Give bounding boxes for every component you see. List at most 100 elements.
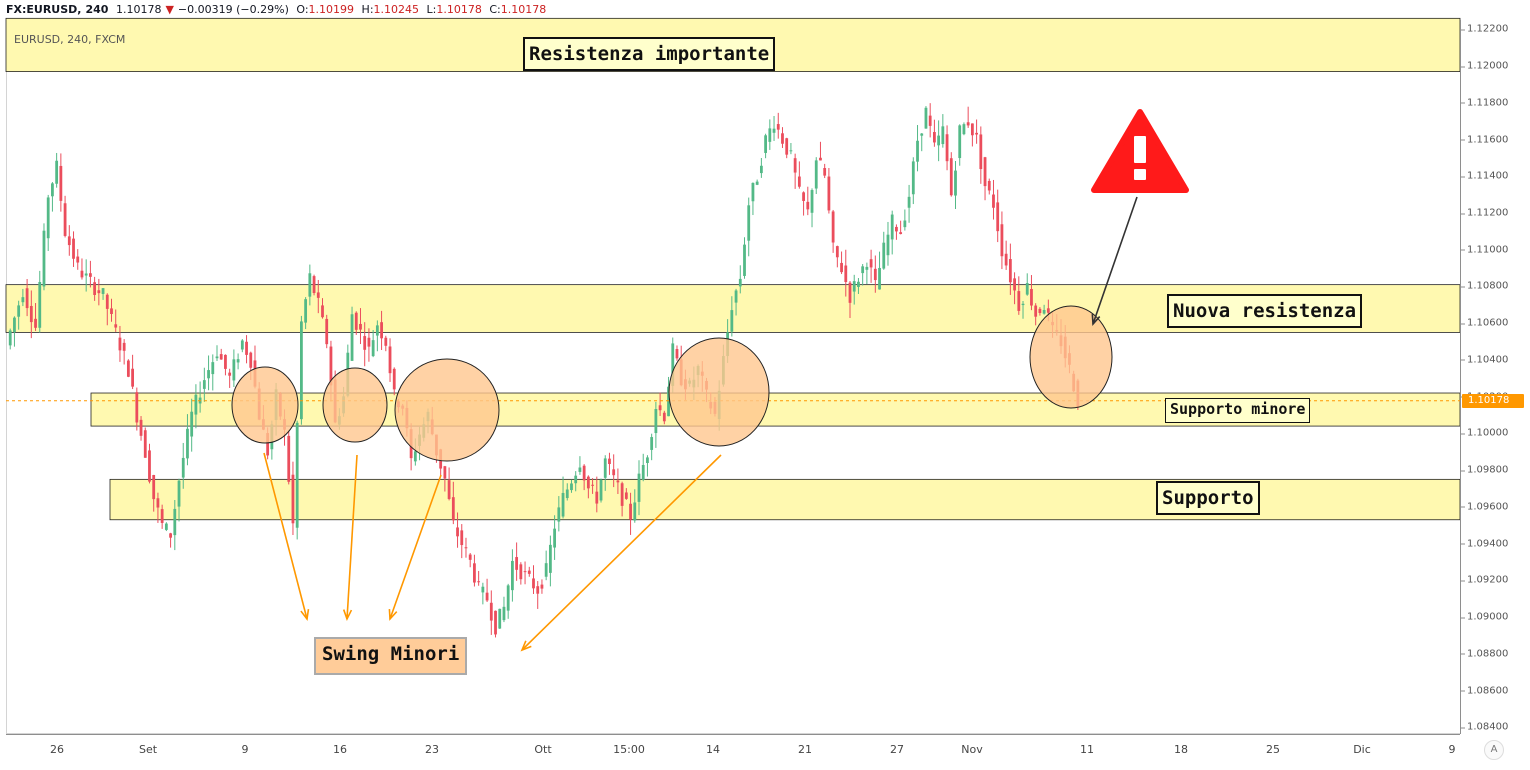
warning-pointer-arrow-head [1091,313,1101,326]
candle-body [160,509,164,523]
resistenza-importante-label: Resistenza importante [523,37,776,71]
candle-body [540,584,544,589]
candle-body [202,380,206,389]
candle-body [734,290,738,303]
time-tick-label: 9 [241,743,249,756]
candle-body [789,150,793,152]
symbol-name[interactable]: FX:EURUSD, [6,3,82,16]
candle-body [143,430,147,458]
candle-body [924,107,928,129]
candle-body [224,354,227,369]
candle-body [1004,253,1008,266]
down-arrow-icon: ▼ [165,3,174,16]
time-tick-label: 26 [50,743,64,756]
candle-body [110,308,113,315]
candle-body [76,256,80,263]
candle-body [304,299,308,323]
candle-body [570,483,573,491]
candle-body [633,502,637,521]
candle-body [553,528,556,548]
candle-body [1025,283,1029,295]
candle-body [384,337,388,346]
swing-highlight-ellipse [1029,305,1113,409]
candle-body [873,268,877,281]
candle-body [506,585,510,611]
candle-body [671,343,675,386]
price-axis[interactable]: 1.12200 1.12000 1.11800 1.11600 1.11400 1.112… [1460,20,1530,734]
candle-body [13,317,16,333]
candle-body [738,278,742,287]
price-tick-label: 1.09800 [1460,464,1509,476]
candle-body [983,157,987,187]
candle-body [840,262,843,273]
candle-body [941,126,945,145]
low-value: 1.10178 [436,3,482,16]
candle-body [591,484,594,486]
price-tick-label: 1.10400 [1460,354,1509,366]
candle-body [911,161,915,195]
candle-body [916,140,919,162]
price-tick-label: 1.09000 [1460,611,1509,623]
price-tick-label: 1.11200 [1460,207,1509,219]
time-tick-label: Dic [1353,743,1371,756]
candle-body [59,165,63,201]
auto-scale-button[interactable]: A [1484,740,1504,760]
candle-body [586,476,590,489]
open-label: O: [296,3,309,16]
candle-body [291,474,295,524]
candle-body [616,480,620,483]
candle-body [156,498,160,508]
price-tick-label: 1.08600 [1460,685,1509,697]
candle-body [810,190,814,213]
candle-body [1042,309,1046,314]
high-label: H: [361,3,374,16]
candle-body [219,354,223,360]
warning-exclamation-dot [1134,169,1146,180]
close-value: 1.10178 [500,3,547,16]
price-tick-label: 1.12200 [1460,23,1509,35]
candle-body [878,267,881,290]
candle-body [413,451,417,462]
candle-body [797,176,801,187]
swing-highlight-ellipse [668,337,770,447]
candle-body [42,230,46,287]
price-tick-label: 1.09400 [1460,538,1509,550]
candle-body [612,469,616,476]
candle-body [164,523,168,530]
candle-body [55,160,59,184]
candle-body [861,266,865,274]
candle-body [1013,278,1016,291]
candle-body [561,492,565,517]
candle-body [329,346,333,386]
candle-body [608,458,611,465]
price-tick-label: 1.11600 [1460,134,1509,146]
candle-body [464,547,468,549]
candle-body [751,182,755,202]
candle-body [375,325,379,336]
candle-body [806,201,810,210]
candle-body [89,273,92,277]
candle-body [823,168,827,176]
candle-body [468,554,472,560]
swing-arrow [346,454,358,620]
candle-body [831,211,835,243]
candle-body [869,259,873,268]
candle-body [781,133,784,144]
price-tick-label: 1.11000 [1460,244,1509,256]
candle-body [139,419,143,436]
candle-body [895,226,898,232]
time-axis[interactable]: 26 Set 9 16 23 Ott 15:00 14 21 27 Nov 11 18 25 Dic 9 [6,734,1460,766]
interval-value[interactable]: 240 [85,3,109,16]
candle-body [207,370,210,379]
candle-body [236,359,240,363]
candle-body [599,479,603,501]
candle-body [857,281,860,287]
swing-arrow-head [388,608,398,621]
candle-body [308,273,312,297]
candle-body [532,578,535,589]
candle-body [819,157,822,161]
candle-body [992,194,995,208]
candle-body [392,368,396,390]
candle-body [34,318,37,328]
candle-body [759,165,763,174]
